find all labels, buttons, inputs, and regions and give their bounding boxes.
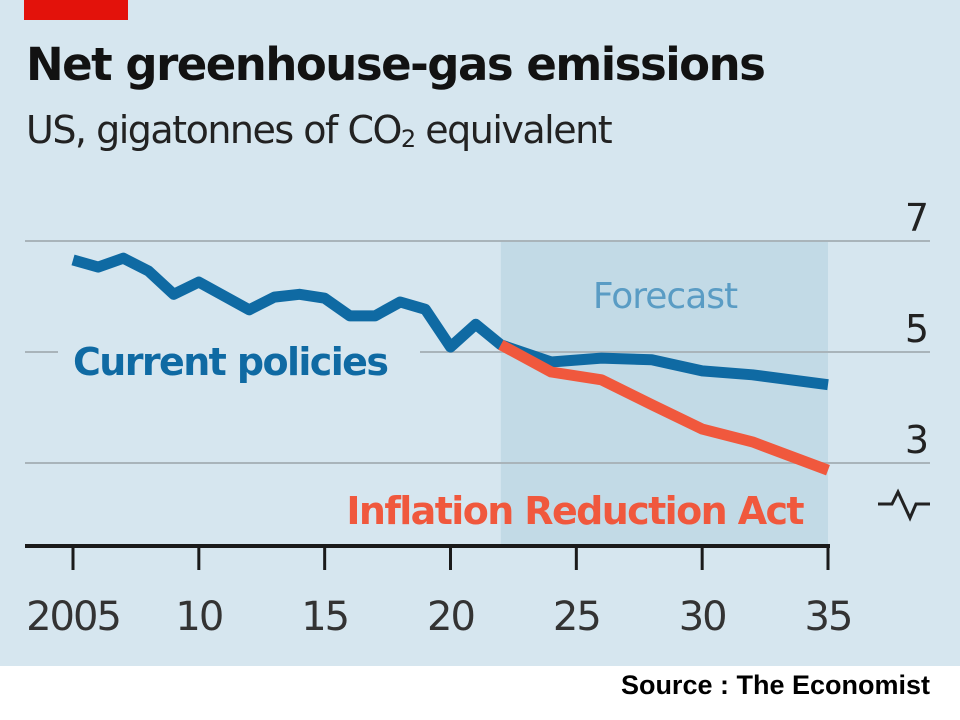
x-tick-label: 2005 <box>26 594 120 640</box>
axis-break-icon <box>878 488 930 522</box>
forecast-label: Forecast <box>593 276 738 317</box>
series-lines <box>71 252 830 476</box>
y-tick-label: 3 <box>905 418 929 462</box>
x-tick-label: 35 <box>805 594 852 640</box>
ira-label: Inflation Reduction Act <box>346 489 804 533</box>
source-note: Source : The Economist <box>620 670 930 700</box>
x-tick-label: 25 <box>553 594 600 640</box>
subtitle-suffix: equivalent <box>414 108 612 152</box>
x-tick-label: 15 <box>301 594 348 640</box>
y-tick-label: 7 <box>905 196 929 240</box>
ira-line <box>498 339 830 476</box>
forecast-band <box>500 241 828 546</box>
current-policies-line <box>71 252 829 391</box>
x-tick-label: 10 <box>175 594 222 640</box>
line-chart: 357 Forecast Current policies Inflation … <box>25 196 930 640</box>
subtitle-prefix: US, gigatonnes of CO <box>26 108 402 152</box>
current-policies-label: Current policies <box>73 340 387 384</box>
y-tick-labels: 3 5 7 <box>905 196 929 462</box>
economist-red-tag <box>24 0 128 20</box>
y-tick-label: 5 <box>905 307 929 351</box>
x-axis: 2005 10 15 20 25 30 35 <box>25 544 853 640</box>
x-tick-label: 30 <box>679 594 726 640</box>
x-tick-label: 20 <box>427 594 474 640</box>
subtitle-subscript: 2 <box>400 125 416 153</box>
chart-title: Net greenhouse-gas emissions <box>26 38 766 91</box>
chart-subtitle: US, gigatonnes of CO2 equivalent <box>26 108 613 153</box>
